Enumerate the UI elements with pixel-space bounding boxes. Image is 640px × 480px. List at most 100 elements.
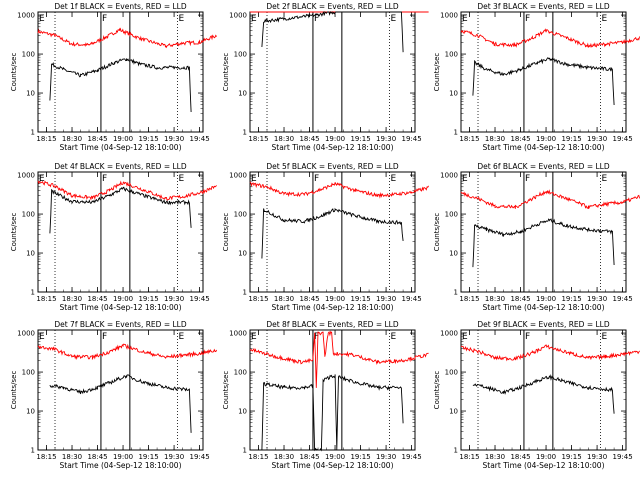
x-tick-label: 19:15 (138, 295, 158, 303)
lld-series-line (37, 180, 217, 201)
panel-title: Det 6f BLACK = Events, RED = LLD (477, 162, 610, 171)
x-tick-label: 18:45 (510, 135, 530, 143)
x-tick-label: 18:15 (459, 453, 479, 461)
x-axis-label: Start Time (04-Sep-12 18:10:00) (483, 303, 605, 312)
y-tick-label: 100 (445, 211, 458, 219)
y-tick-label: 1 (31, 289, 35, 297)
x-tick-label: 19:00 (536, 295, 556, 303)
lld-series-line (249, 330, 429, 388)
events-series-line (49, 186, 192, 234)
x-tick-label: 19:45 (190, 135, 210, 143)
x-tick-label: 19:30 (587, 135, 607, 143)
y-tick-label: 10 (26, 90, 35, 98)
x-tick-label: 19:15 (350, 295, 370, 303)
panel-det-6f: Det 6f BLACK = Events, RED = LLD 1 10 100 10… (433, 162, 640, 312)
marker-f: F (314, 332, 319, 342)
y-tick-label: 10 (449, 90, 458, 98)
y-tick-label: 10 (449, 408, 458, 416)
y-tick-label: 1000 (229, 330, 247, 338)
x-tick-label: 19:30 (376, 295, 396, 303)
marker-f: F (525, 332, 530, 342)
x-tick-label: 19:30 (164, 453, 184, 461)
x-tick-label: 18:45 (299, 453, 319, 461)
y-axis-label: Counts/sec (433, 53, 441, 92)
panel-det-4f: Det 4f BLACK = Events, RED = LLD 1 10 100 10… (10, 162, 217, 312)
plot-frame (249, 329, 416, 451)
x-tick-label: 19:30 (376, 453, 396, 461)
x-tick-label: 19:15 (561, 135, 581, 143)
x-tick-label: 19:30 (587, 295, 607, 303)
lld-series-line (37, 343, 218, 361)
x-tick-label: 18:30 (62, 453, 82, 461)
x-tick-label: 18:15 (459, 295, 479, 303)
x-tick-label: 18:45 (87, 135, 107, 143)
y-tick-label: 1 (31, 129, 35, 137)
y-tick-label: 1000 (440, 330, 458, 338)
x-axis-label: Start Time (04-Sep-12 18:10:00) (272, 143, 394, 152)
y-tick-label: 1 (454, 447, 458, 455)
marker-f: F (102, 14, 107, 24)
x-tick-label: 18:15 (459, 135, 479, 143)
y-tick-label: 100 (22, 369, 35, 377)
marker-e: E (390, 14, 396, 24)
y-tick-label: 10 (238, 250, 247, 258)
lld-series-line (460, 189, 640, 210)
y-tick-label: 1000 (229, 12, 247, 20)
y-axis-label: Counts/sec (222, 53, 230, 92)
marker-f: F (102, 332, 107, 342)
x-tick-label: 19:30 (587, 453, 607, 461)
events-series-line (261, 11, 404, 53)
plot-frame (37, 11, 204, 133)
x-tick-label: 18:30 (274, 135, 294, 143)
x-tick-label: 18:30 (485, 453, 505, 461)
x-tick-label: 19:45 (613, 295, 633, 303)
y-tick-label: 10 (449, 250, 458, 258)
y-tick-label: 1000 (17, 172, 35, 180)
plot-frame (460, 171, 627, 293)
x-tick-label: 19:45 (402, 295, 422, 303)
y-tick-label: 100 (22, 211, 35, 219)
y-tick-label: 10 (238, 408, 247, 416)
y-tick-label: 1 (243, 289, 247, 297)
events-series-line (49, 58, 192, 113)
marker-e: E (390, 174, 396, 184)
x-tick-label: 18:15 (248, 453, 268, 461)
y-tick-label: 100 (234, 211, 247, 219)
y-axis-label: Counts/sec (433, 371, 441, 410)
marker-e: E (39, 332, 45, 342)
x-axis-label: Start Time (04-Sep-12 18:10:00) (483, 143, 605, 152)
x-axis-label: Start Time (04-Sep-12 18:10:00) (272, 303, 394, 312)
y-tick-label: 10 (26, 250, 35, 258)
events-series-line (472, 218, 615, 268)
x-tick-label: 19:30 (164, 135, 184, 143)
x-tick-label: 18:15 (36, 295, 56, 303)
x-tick-label: 19:15 (350, 135, 370, 143)
panel-title: Det 3f BLACK = Events, RED = LLD (477, 2, 610, 11)
marker-e: E (178, 174, 184, 184)
x-tick-label: 18:30 (274, 295, 294, 303)
x-tick-label: 18:45 (510, 295, 530, 303)
plot-frame (460, 11, 627, 133)
panel-title: Det 1f BLACK = Events, RED = LLD (54, 2, 187, 11)
y-tick-label: 100 (234, 369, 247, 377)
marker-e: E (178, 332, 184, 342)
x-tick-label: 19:45 (190, 295, 210, 303)
x-tick-label: 19:00 (325, 135, 345, 143)
marker-e: E (601, 174, 607, 184)
panel-title: Det 5f BLACK = Events, RED = LLD (266, 162, 399, 171)
x-tick-label: 19:00 (113, 295, 133, 303)
marker-f: F (525, 14, 530, 24)
x-tick-label: 18:15 (36, 135, 56, 143)
lld-series-line (249, 181, 429, 199)
marker-e: E (462, 332, 468, 342)
panel-det-3f: Det 3f BLACK = Events, RED = LLD 1 10 100 10… (433, 2, 640, 152)
marker-e: E (251, 14, 257, 24)
y-tick-label: 1 (454, 129, 458, 137)
panel-det-5f: Det 5f BLACK = Events, RED = LLD 1 10 100 10… (222, 162, 429, 312)
y-axis-label: Counts/sec (10, 213, 18, 252)
x-tick-label: 19:15 (138, 453, 158, 461)
y-tick-label: 1000 (440, 12, 458, 20)
x-tick-label: 19:15 (561, 295, 581, 303)
x-axis-label: Start Time (04-Sep-12 18:10:00) (272, 461, 394, 470)
lld-series-line (460, 344, 640, 362)
